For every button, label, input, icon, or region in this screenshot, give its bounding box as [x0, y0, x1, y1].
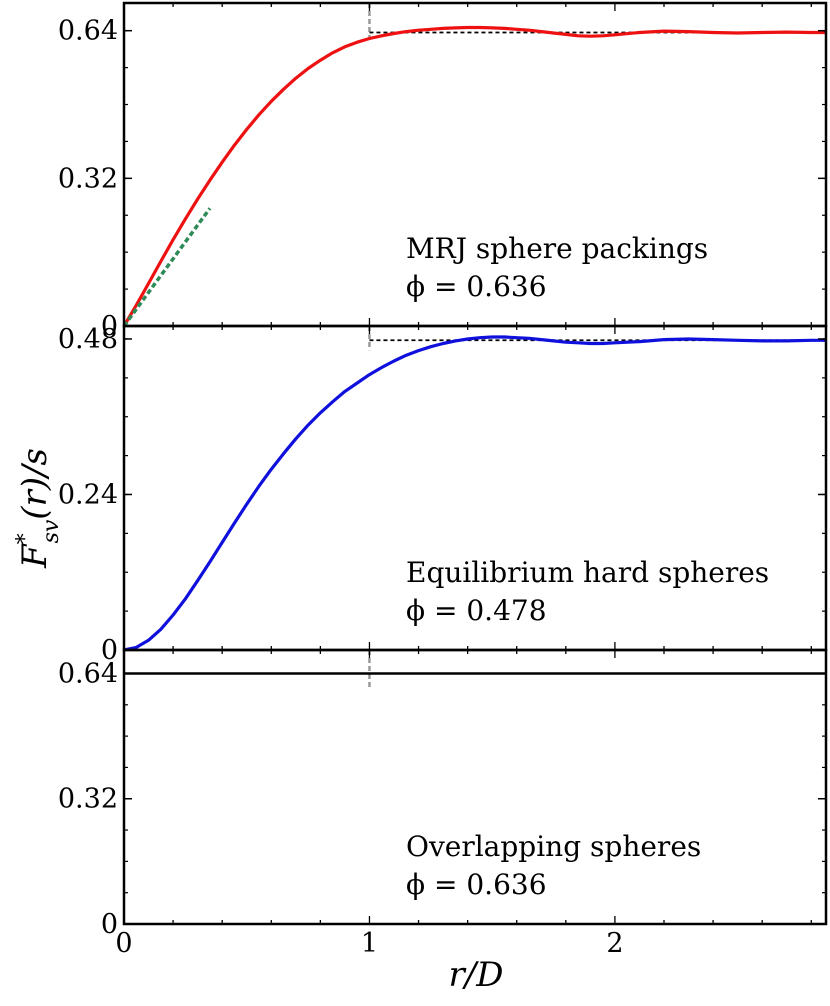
y-axis-title-sup: * — [13, 533, 38, 544]
slope-line-top — [122, 207, 212, 328]
panel-annotation-middle: Equilibrium hard spheres — [406, 556, 769, 589]
x-axis-title: r/D — [449, 955, 504, 995]
y-tick-label-top-1: 0.32 — [58, 163, 118, 194]
svg-text:F*sv(r)/s: F*sv(r)/s — [13, 448, 64, 569]
y-axis-title-sub: sv — [39, 519, 64, 543]
y-axis-title-rest: (r)/s — [15, 448, 55, 520]
y-tick-label-middle-1: 0.24 — [58, 479, 118, 510]
panel-phi-bottom: ϕ = 0.636 — [406, 868, 547, 901]
panel-annotation-bottom: Overlapping spheres — [406, 830, 701, 863]
panel-middle: 0 0.24 0.48 Equilibrium hard spheres ϕ = 0.4… — [58, 324, 828, 666]
y-tick-label-top-2: 0.64 — [58, 16, 118, 47]
panel-top: 0 0.32 0.64 MRJ sphere packings ϕ = 0.636 — [58, 1, 828, 342]
series-line-top-0 — [122, 25, 826, 327]
y-tick-label-bottom-2: 0.64 — [58, 658, 118, 689]
panel-frame-bottom — [122, 648, 828, 926]
y-tick-label-bottom-1: 0.32 — [58, 784, 118, 815]
y-tick-label-middle-2: 0.48 — [58, 324, 118, 355]
x-tick-label-1: 1 — [361, 928, 378, 959]
x-tick-label-2: 2 — [606, 928, 623, 959]
y-axis-title-base: F — [15, 543, 55, 569]
y-axis-title: F*sv(r)/s — [13, 448, 64, 569]
panel-phi-middle: ϕ = 0.478 — [406, 594, 547, 627]
panel-phi-top: ϕ = 0.636 — [406, 270, 547, 303]
y-tick-label-top-0: 0 — [101, 311, 118, 342]
x-tick-label-0: 0 — [115, 928, 132, 959]
series-line-middle-0 — [123, 335, 826, 652]
y-tick-label-middle-0: 0 — [101, 635, 118, 666]
y-tick-label-bottom-0: 0 — [101, 909, 118, 940]
panel-bottom: 0 0.32 0.64 Overlapping spheres ϕ = 0.636 — [58, 648, 828, 940]
x-tick-labels: 0 1 2 — [115, 928, 623, 959]
panel-annotation-top: MRJ sphere packings — [406, 232, 708, 265]
